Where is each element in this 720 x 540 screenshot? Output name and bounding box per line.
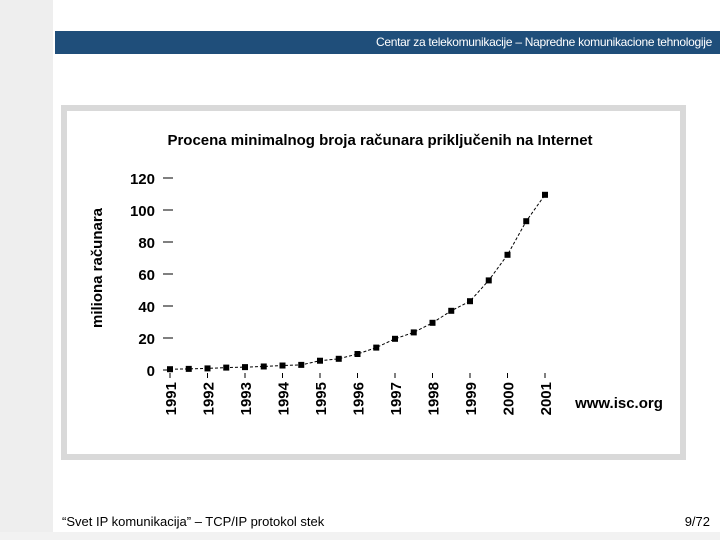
data-point — [298, 361, 305, 368]
data-point — [335, 355, 342, 362]
y-tick-label: 100 — [130, 203, 155, 220]
x-tick-label: 1993 — [238, 382, 255, 415]
chart-area — [67, 111, 680, 454]
y-tick-label: 40 — [138, 299, 155, 316]
y-tick-label: 120 — [130, 171, 155, 188]
x-tick-label: 1999 — [463, 382, 480, 415]
data-point — [242, 364, 248, 371]
bottom-decorative-band — [0, 532, 720, 540]
data-point — [504, 251, 511, 258]
data-point — [204, 365, 211, 372]
y-tick-label: 20 — [138, 331, 155, 348]
data-point — [542, 191, 548, 198]
footer-title: “Svet IP komunikacija” – TCP/IP protokol… — [62, 514, 325, 529]
x-tick-label: 1998 — [426, 382, 443, 415]
data-point — [185, 365, 192, 372]
data-point — [467, 298, 473, 305]
data-point — [354, 351, 361, 357]
source-label: www.isc.org — [574, 395, 663, 412]
y-tick-label: 0 — [147, 363, 155, 380]
x-tick-label: 1995 — [313, 382, 330, 415]
data-point — [260, 363, 267, 370]
x-tick-label: 1996 — [351, 382, 368, 415]
page-number: 9/72 — [684, 514, 710, 529]
data-point — [317, 357, 323, 364]
x-tick-label: 1991 — [163, 382, 180, 415]
data-point — [429, 319, 436, 326]
data-point — [448, 307, 455, 314]
x-tick-label: 1992 — [201, 382, 218, 415]
header-bar: Centar za telekomunikacije – Napredne ko… — [55, 31, 720, 54]
data-point — [373, 344, 380, 351]
data-point — [279, 362, 286, 369]
y-axis-label: miliona računara — [89, 207, 106, 328]
data-point — [223, 364, 230, 371]
y-tick-label: 80 — [138, 235, 155, 252]
series-line — [169, 194, 546, 370]
x-tick-label: 2001 — [538, 382, 555, 415]
data-point — [167, 366, 173, 373]
chart-title: Procena minimalnog broja računara priklj… — [167, 132, 592, 149]
data-point — [523, 218, 530, 225]
y-tick-label: 60 — [138, 267, 155, 284]
x-tick-label: 1994 — [276, 381, 293, 415]
data-point — [485, 277, 492, 284]
x-tick-label: 1997 — [388, 382, 405, 415]
data-point — [392, 335, 398, 342]
x-tick-label: 2000 — [501, 382, 518, 415]
header-title: Centar za telekomunikacije – Napredne ko… — [376, 35, 712, 49]
data-point — [410, 329, 417, 336]
left-decorative-band — [0, 0, 53, 540]
